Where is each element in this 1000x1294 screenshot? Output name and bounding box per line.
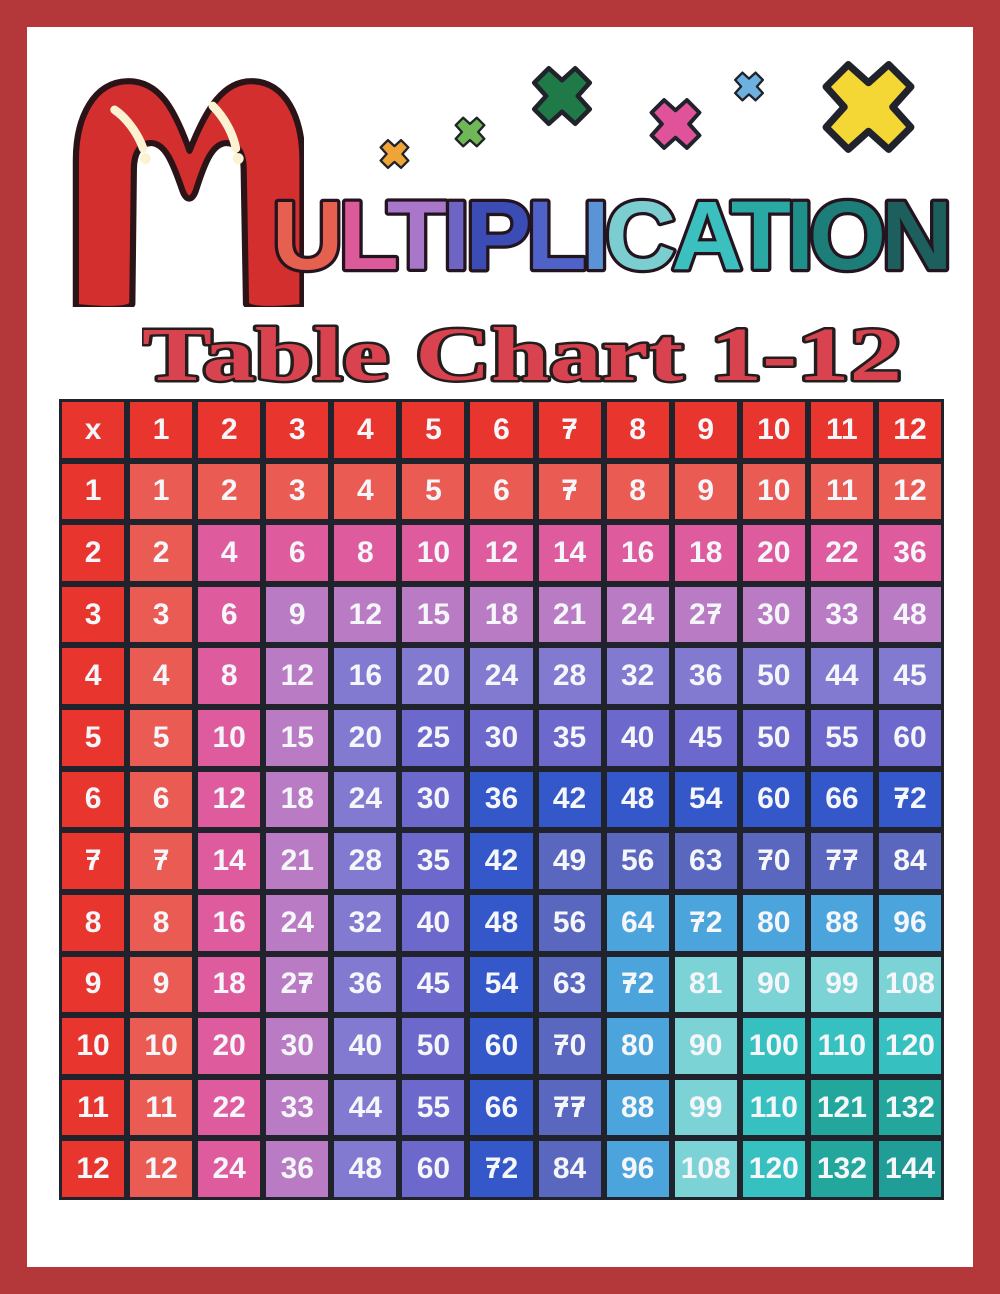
svg-text:ULTIPLICATION: ULTIPLICATION — [272, 181, 948, 290]
svg-text:Table Chart 1-12: Table Chart 1-12 — [142, 313, 902, 397]
